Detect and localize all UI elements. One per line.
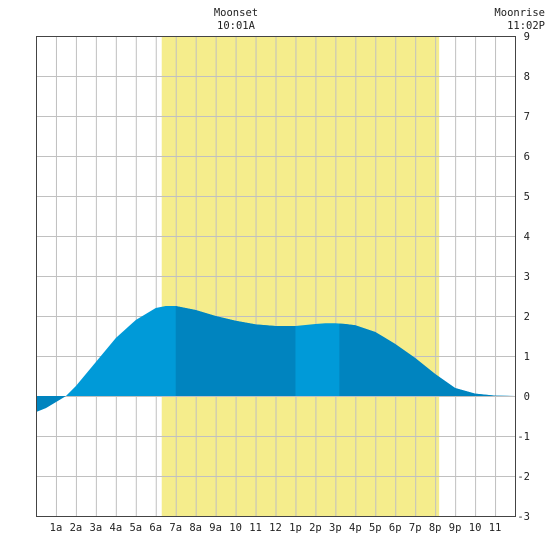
x-tick-label: 6a: [149, 522, 162, 534]
x-tick-label: 11: [249, 522, 262, 534]
moon-event-name: Moonset: [214, 7, 258, 19]
y-tick-label: 6: [524, 151, 530, 163]
x-tick-label: 5p: [369, 522, 382, 534]
y-tick-labels: -3 -2 -1 0 1 2 3 4 5 6 7 8 9: [517, 31, 530, 523]
y-tick-label: -2: [517, 471, 530, 483]
x-tick-label: 9a: [209, 522, 222, 534]
y-tick-label: 0: [524, 391, 530, 403]
y-tick-label: 3: [524, 271, 530, 283]
y-tick-label: 4: [524, 231, 530, 243]
x-tick-label: 8p: [429, 522, 442, 534]
y-tick-label: -1: [517, 431, 530, 443]
x-tick-label: 3p: [329, 522, 342, 534]
x-tick-labels: 1a 2a 3a 4a 5a 6a 7a 8a 9a 10 11 12 1p 2p 3p 4p 5p 6p 7p 8p…: [50, 522, 502, 534]
x-tick-label: 10: [229, 522, 242, 534]
y-tick-label: 2: [524, 311, 530, 323]
x-tick-label: 1a: [50, 522, 63, 534]
y-tick-label: 7: [524, 111, 530, 123]
y-tick-label: 9: [524, 31, 530, 43]
x-tick-label: 9p: [449, 522, 462, 534]
x-tick-label: 6p: [389, 522, 402, 534]
x-tick-label: 5a: [129, 522, 142, 534]
y-tick-label: 5: [524, 191, 530, 203]
grid-layer: [36, 36, 515, 516]
x-tick-label: 4a: [110, 522, 123, 534]
x-tick-label: 7p: [409, 522, 422, 534]
x-tick-label: 7a: [169, 522, 182, 534]
x-tick-label: 2p: [309, 522, 322, 534]
y-tick-label: 1: [524, 351, 530, 363]
x-tick-label: 11: [489, 522, 502, 534]
x-tick-label: 8a: [189, 522, 202, 534]
moon-event-time: 11:02P: [507, 20, 545, 32]
x-tick-label: 10: [469, 522, 482, 534]
x-tick-label: 4p: [349, 522, 362, 534]
moon-event-time: 10:01A: [217, 20, 256, 32]
y-tick-label: -3: [517, 511, 530, 523]
y-tick-label: 8: [524, 71, 530, 83]
x-tick-label: 1p: [289, 522, 302, 534]
plot-border: [36, 36, 516, 517]
x-tick-label: 2a: [70, 522, 83, 534]
moon-event-name: Moonrise: [494, 7, 545, 19]
x-tick-label: 3a: [90, 522, 103, 534]
x-tick-label: 12: [269, 522, 282, 534]
